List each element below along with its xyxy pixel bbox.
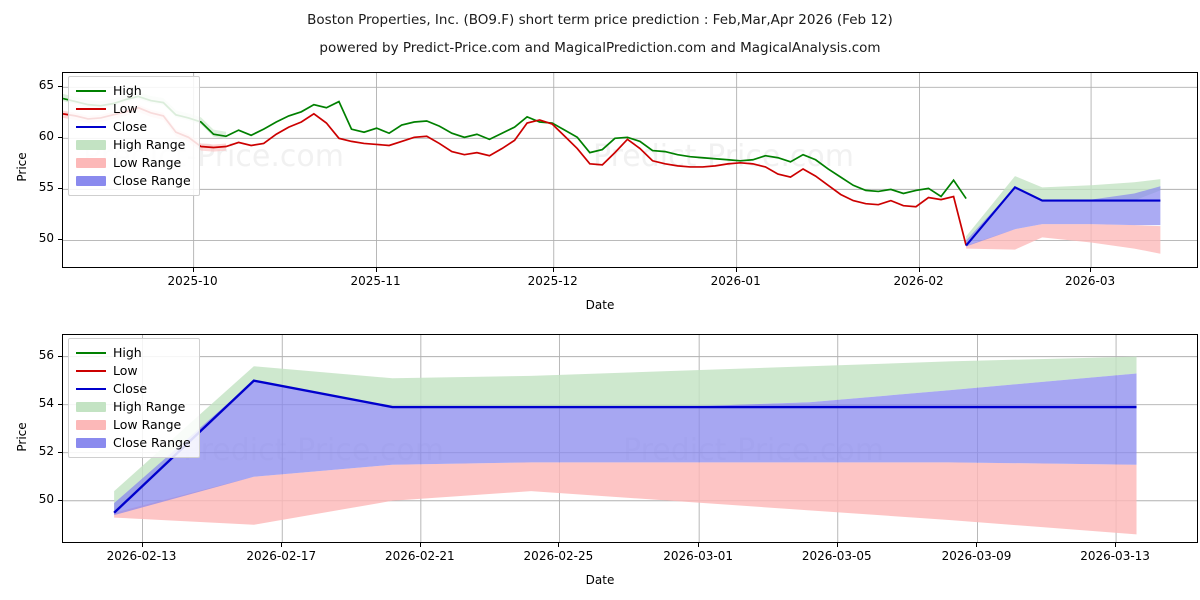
bottom-chart-xtick-mark — [141, 543, 143, 547]
bottom-chart-legend-item-1: Low — [76, 362, 191, 380]
bottom-chart-ytick-mark — [58, 451, 62, 453]
bottom-chart-xtick: 2026-02-21 — [384, 549, 455, 563]
bottom-chart-legend: High Low Close High Range Low Range Close Ran… — [68, 338, 200, 458]
bottom-chart-legend-label: Low Range — [113, 417, 182, 432]
top-chart-xtick: 2026-02 — [893, 274, 944, 288]
top-chart-xtick-mark — [918, 268, 920, 272]
top-chart-ytick: 55 — [38, 180, 54, 195]
top-chart-legend-item-5: Close Range — [76, 172, 191, 190]
bottom-chart-xtick: 2026-03-05 — [801, 549, 872, 563]
page-title: Boston Properties, Inc. (BO9.F) short te… — [307, 12, 893, 28]
bottom-chart-y-axis-label: Price — [15, 422, 29, 452]
bottom-chart-panel: Price Date 50 52 54 56 2026-02-13 2026-02-17… — [0, 320, 1200, 600]
bottom-chart-legend-label: Close Range — [113, 435, 191, 450]
top-chart-xtick-mark — [375, 268, 377, 272]
bottom-chart-xtick: 2026-03-09 — [941, 549, 1012, 563]
bottom-chart-xtick-mark — [558, 543, 560, 547]
legend-swatch-line-icon — [76, 365, 106, 377]
bottom-chart-legend-item-3: High Range — [76, 398, 191, 416]
title-block: Boston Properties, Inc. (BO9.F) short te… — [0, 0, 1200, 58]
top-chart-ytick: 50 — [38, 231, 54, 246]
top-chart-ytick-mark — [58, 188, 62, 190]
legend-swatch-patch-icon — [76, 437, 106, 449]
top-chart-legend-item-3: High Range — [76, 136, 191, 154]
bottom-chart-x-axis-label: Date — [585, 573, 615, 587]
bottom-chart-ytick: 50 — [38, 491, 54, 506]
top-chart-ytick: 65 — [38, 78, 54, 93]
top-chart-xtick-mark — [1090, 268, 1092, 272]
legend-swatch-line-icon — [76, 121, 106, 133]
top-chart-xtick: 2026-01 — [710, 274, 761, 288]
top-chart-ytick-mark — [58, 86, 62, 88]
top-chart-legend-item-1: Low — [76, 100, 191, 118]
top-chart-legend-label: Close — [113, 119, 148, 134]
top-chart-legend-label: High Range — [113, 137, 186, 152]
top-chart-legend-label: Low — [113, 101, 138, 116]
top-chart-xtick-mark — [552, 268, 554, 272]
bottom-chart-ytick-mark — [58, 355, 62, 357]
top-chart-legend-label: Low Range — [113, 155, 182, 170]
bottom-chart-ytick: 56 — [38, 347, 54, 362]
top-chart-svg — [63, 73, 1197, 267]
bottom-chart-xtick-mark — [698, 543, 700, 547]
bottom-chart-svg — [63, 335, 1197, 542]
bottom-chart-legend-item-2: Close — [76, 380, 191, 398]
top-chart-xtick: 2026-03 — [1065, 274, 1116, 288]
page-subtitle: powered by Predict-Price.com and Magical… — [319, 40, 881, 56]
legend-swatch-line-icon — [76, 103, 106, 115]
bottom-chart-ytick: 52 — [38, 443, 54, 458]
bottom-chart-xtick: 2026-02-17 — [246, 549, 317, 563]
legend-swatch-patch-icon — [76, 157, 106, 169]
bottom-chart-legend-label: Close — [113, 381, 148, 396]
bottom-chart-xtick-mark — [976, 543, 978, 547]
top-chart-xtick: 2025-10 — [167, 274, 218, 288]
legend-swatch-patch-icon — [76, 175, 106, 187]
top-chart-x-axis-label: Date — [585, 298, 615, 312]
top-chart-panel: Price Date 50 55 60 65 2025-10 2025-11 2025-1… — [15, 72, 1198, 312]
legend-swatch-patch-icon — [76, 139, 106, 151]
top-chart-legend-label: Close Range — [113, 173, 191, 188]
top-chart-legend-item-4: Low Range — [76, 154, 191, 172]
top-chart-xtick-mark — [192, 268, 194, 272]
legend-swatch-line-icon — [76, 347, 106, 359]
bottom-chart-xtick-mark — [419, 543, 421, 547]
bottom-chart-xtick: 2026-02-25 — [523, 549, 594, 563]
bottom-chart-xtick-mark — [1115, 543, 1117, 547]
bottom-chart-xtick: 2026-03-13 — [1080, 549, 1150, 563]
bottom-chart-xtick-mark — [836, 543, 838, 547]
bottom-chart-xtick-mark — [281, 543, 283, 547]
top-chart-xtick: 2025-11 — [350, 274, 401, 288]
top-chart-ytick: 60 — [38, 129, 54, 144]
top-chart-legend: High Low Close High Range Low Range Close Ran… — [68, 76, 200, 196]
legend-swatch-line-icon — [76, 383, 106, 395]
bottom-chart-xtick: 2026-03-01 — [663, 549, 734, 563]
legend-swatch-line-icon — [76, 85, 106, 97]
bottom-chart-legend-label: Low — [113, 363, 138, 378]
bottom-chart-xtick: 2026-02-13 — [106, 549, 177, 563]
bottom-chart-ytick: 54 — [38, 395, 54, 410]
bottom-chart-legend-item-4: Low Range — [76, 416, 191, 434]
bottom-chart-ytick-mark — [58, 403, 62, 405]
top-chart-plot-area: Predict-Price.com Predict-Price.com — [62, 72, 1198, 268]
bottom-chart-legend-label: High Range — [113, 399, 186, 414]
top-chart-ytick-mark — [58, 239, 62, 241]
top-chart-legend-item-2: Close — [76, 118, 191, 136]
bottom-chart-legend-item-0: High — [76, 344, 191, 362]
top-chart-legend-label: High — [113, 83, 142, 98]
bottom-chart-ytick-mark — [58, 499, 62, 501]
bottom-chart-legend-label: High — [113, 345, 142, 360]
top-chart-ytick-mark — [58, 137, 62, 139]
legend-swatch-patch-icon — [76, 401, 106, 413]
bottom-chart-legend-item-5: Close Range — [76, 434, 191, 452]
top-chart-xtick-mark — [735, 268, 737, 272]
top-chart-xtick: 2025-12 — [527, 274, 578, 288]
top-chart-legend-item-0: High — [76, 82, 191, 100]
legend-swatch-patch-icon — [76, 419, 106, 431]
bottom-chart-plot-area: Predict-Price.com Predict-Price.com — [62, 334, 1198, 543]
